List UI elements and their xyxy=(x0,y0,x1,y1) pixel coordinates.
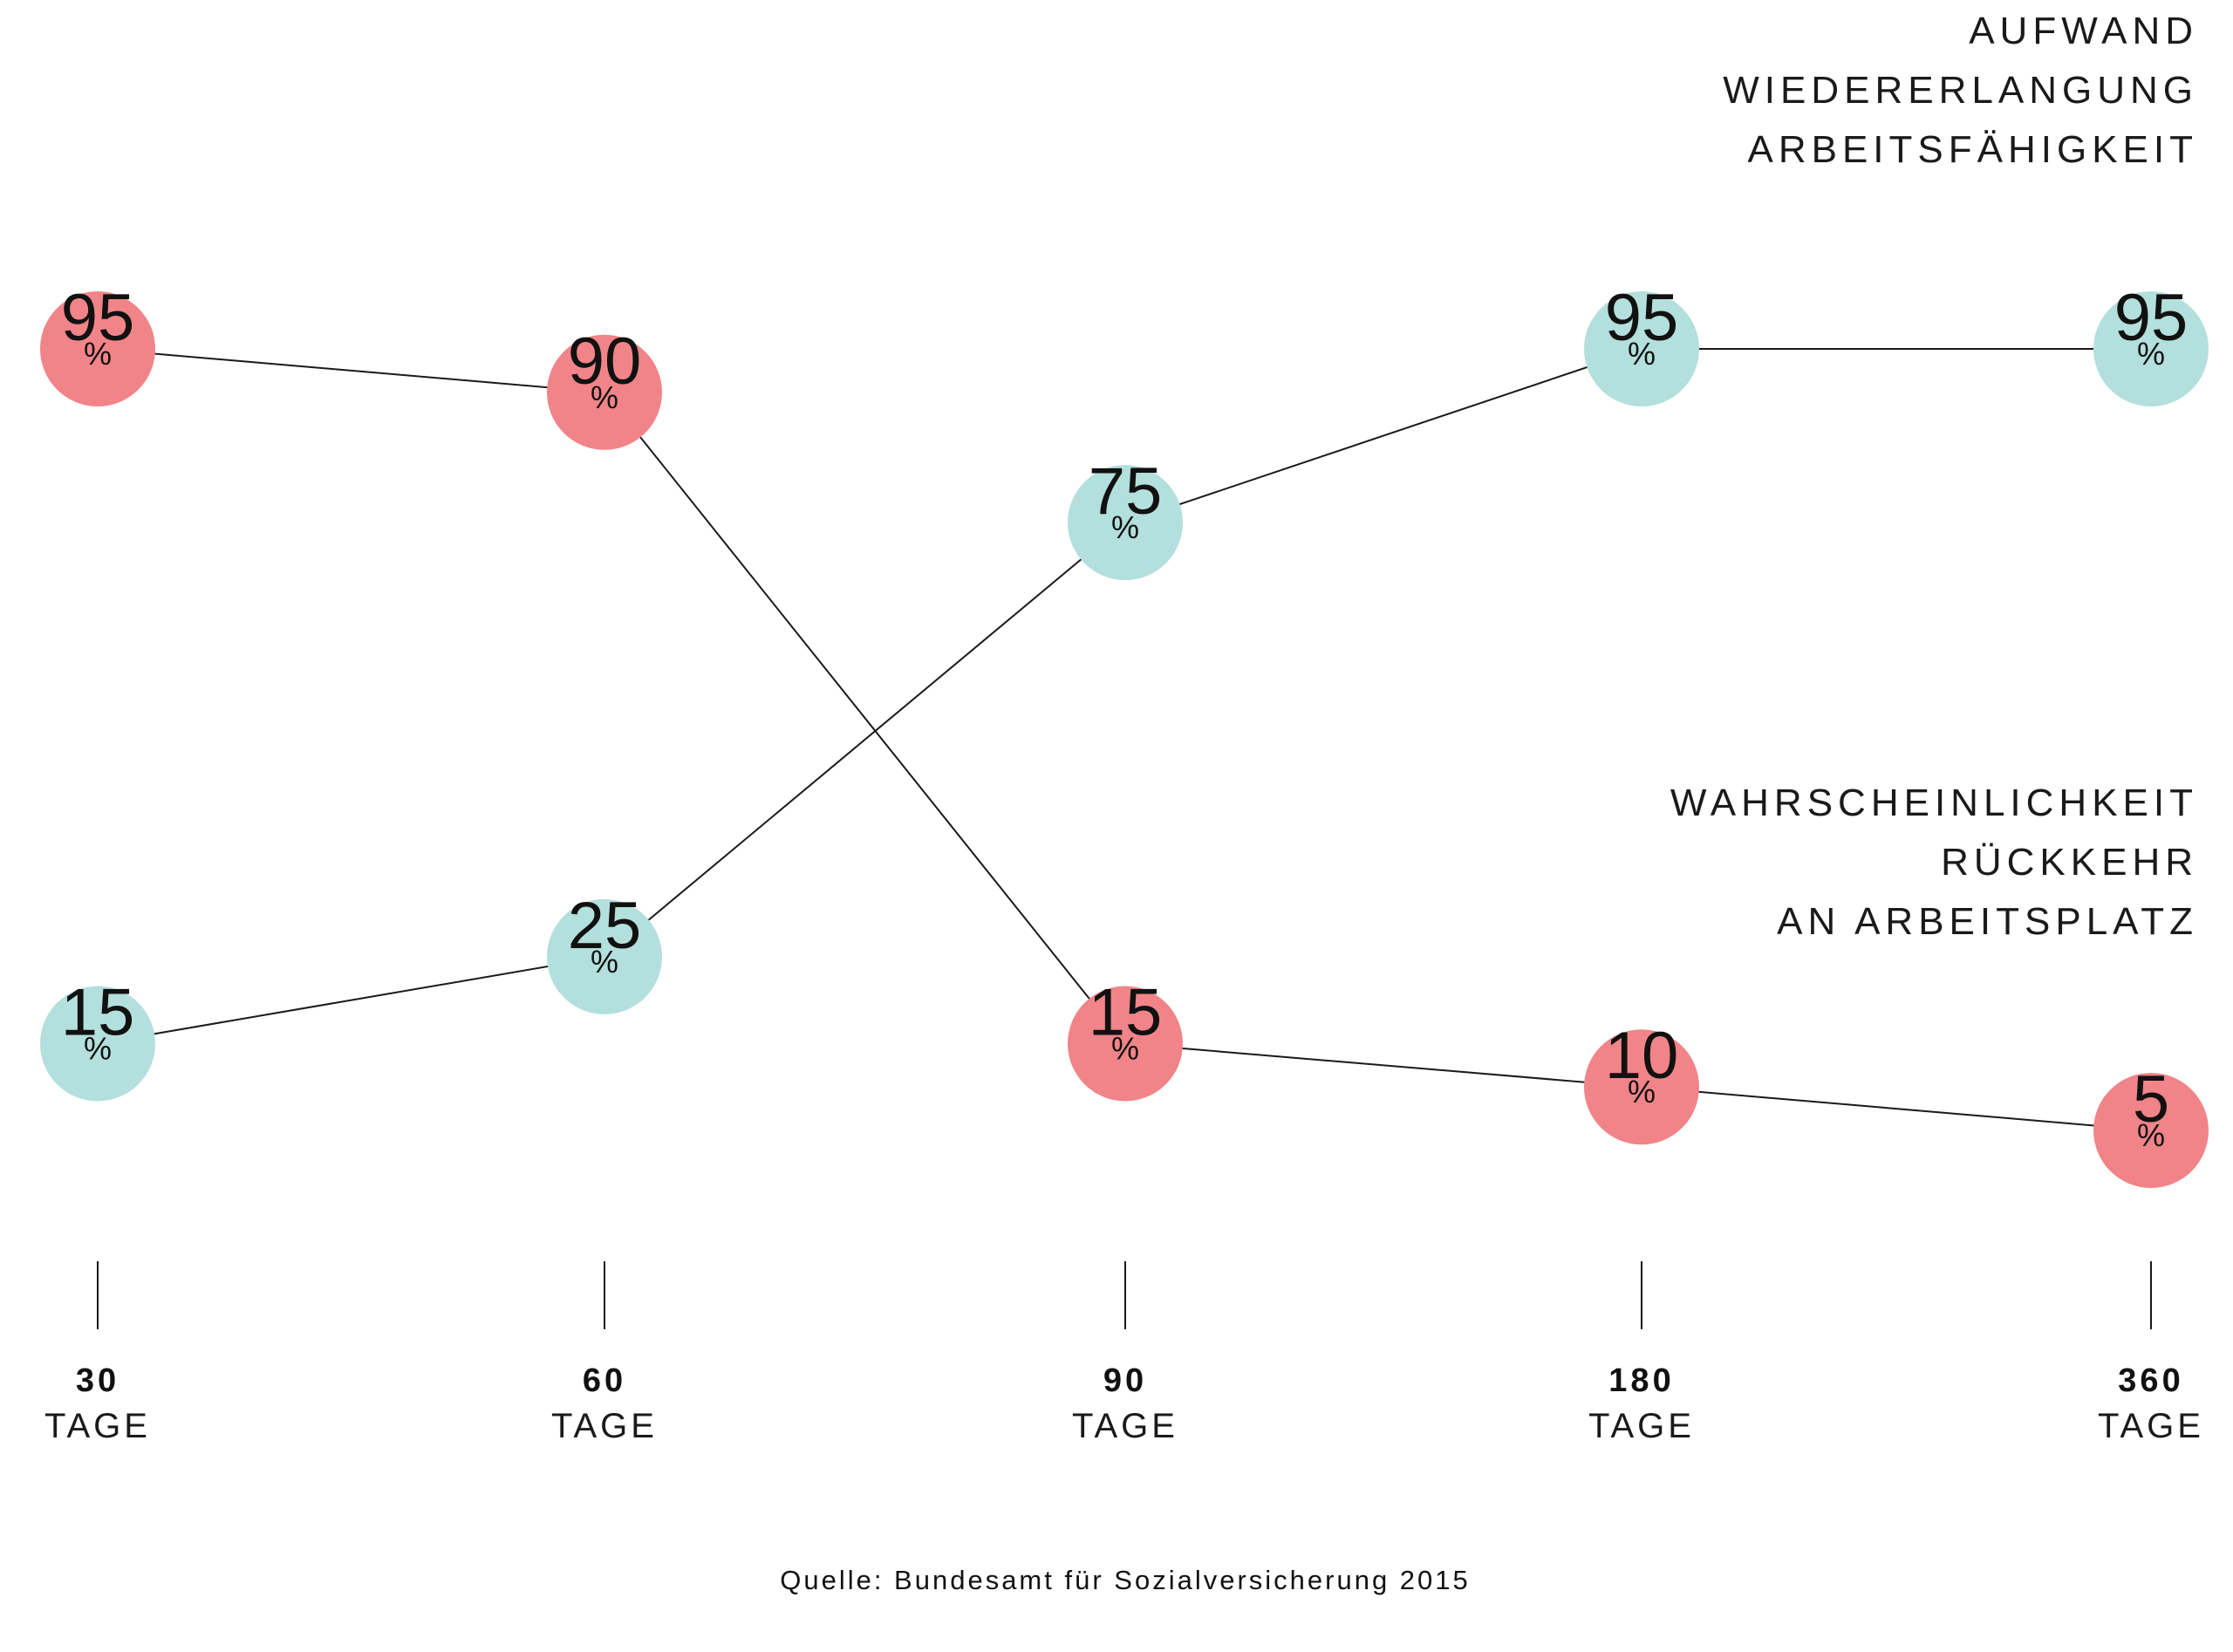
data-label-value: 95 xyxy=(2114,281,2189,355)
legend-series-1-line: ARBEITSFÄHIGKEIT xyxy=(1747,128,2198,171)
x-tick-unit: TAGE xyxy=(2098,1407,2204,1445)
data-label-value: 5 xyxy=(2133,1062,2169,1137)
x-tick-label: 60 xyxy=(583,1362,626,1399)
data-label-unit: % xyxy=(2137,1117,2165,1153)
x-tick-unit: TAGE xyxy=(1072,1407,1178,1445)
x-tick-label: 180 xyxy=(1608,1362,1674,1399)
series-2-segment-1 xyxy=(97,348,605,393)
legend: AUFWAND WIEDERERLANGUNG ARBEITSFÄHIGKEIT WA… xyxy=(1670,10,2198,943)
legend-series-2-line: WAHRSCHEINLICHKEIT xyxy=(1670,782,2198,824)
data-label-unit: % xyxy=(1628,336,1656,372)
series-1-segment-2 xyxy=(604,522,1126,958)
x-axis: 30 TAGE 60 TAGE 90 TAGE 180 TAGE 360 TAGE xyxy=(44,1261,2204,1445)
data-labels: 15%25%75%95% 95%95% 90%15% 10% 5% xyxy=(61,281,2189,1153)
data-label-value: 75 xyxy=(1089,454,1163,529)
data-label-unit: % xyxy=(1628,1074,1656,1109)
data-label-unit: % xyxy=(591,379,618,415)
series-2-point-360 xyxy=(2093,1073,2209,1188)
data-label-unit: % xyxy=(591,944,618,980)
data-label-unit: % xyxy=(1111,509,1139,545)
data-label-unit: % xyxy=(84,1030,112,1066)
series-1-point-60 xyxy=(547,898,662,1014)
data-label-value: 15 xyxy=(1089,975,1163,1049)
series-2-point-30 xyxy=(40,291,155,406)
series-1-point-30 xyxy=(40,986,155,1102)
series-1-segment-3 xyxy=(1124,348,1642,524)
legend-series-1-line: AUFWAND xyxy=(1969,10,2198,52)
x-tick-unit: TAGE xyxy=(551,1407,658,1445)
data-label-unit: % xyxy=(84,336,112,372)
data-label-value: 10 xyxy=(1605,1019,1679,1093)
series-2-point-180 xyxy=(1584,1029,1699,1145)
series-2-point-90 xyxy=(1068,986,1183,1102)
x-tick-label: 360 xyxy=(2118,1362,2183,1399)
series-2-segment-2 xyxy=(604,392,1126,1045)
series-markers xyxy=(40,291,2209,1188)
x-tick-unit: TAGE xyxy=(1588,1407,1695,1445)
x-tick-label: 30 xyxy=(76,1362,120,1399)
legend-series-2-line: RÜCKKEHR xyxy=(1941,841,2198,884)
source-note: Quelle: Bundesamt für Sozialversicherung… xyxy=(780,1565,1471,1595)
data-label-value: 25 xyxy=(568,889,642,963)
data-label-value: 90 xyxy=(568,324,642,399)
series-1-segment-1 xyxy=(97,955,605,1045)
data-label-unit: % xyxy=(1111,1030,1139,1066)
data-label-value: 95 xyxy=(61,281,135,355)
legend-series-2-line: AN ARBEITSPLATZ xyxy=(1777,900,2198,943)
series-lines xyxy=(97,348,2152,1131)
series-1-point-180 xyxy=(1584,291,1699,406)
series-2-segment-4 xyxy=(1641,1086,2152,1131)
data-label-value: 95 xyxy=(1605,281,1679,355)
data-label-unit: % xyxy=(2137,336,2165,372)
x-tick-label: 90 xyxy=(1103,1362,1147,1399)
series-2-point-60 xyxy=(547,334,662,450)
x-tick-unit: TAGE xyxy=(44,1407,151,1445)
legend-series-1-line: WIEDERERLANGUNG xyxy=(1723,69,2198,112)
data-label-value: 15 xyxy=(61,975,135,1049)
series-1-point-90 xyxy=(1068,465,1183,581)
series-2-segment-3 xyxy=(1124,1042,1642,1089)
series-1-point-360 xyxy=(2093,291,2209,406)
